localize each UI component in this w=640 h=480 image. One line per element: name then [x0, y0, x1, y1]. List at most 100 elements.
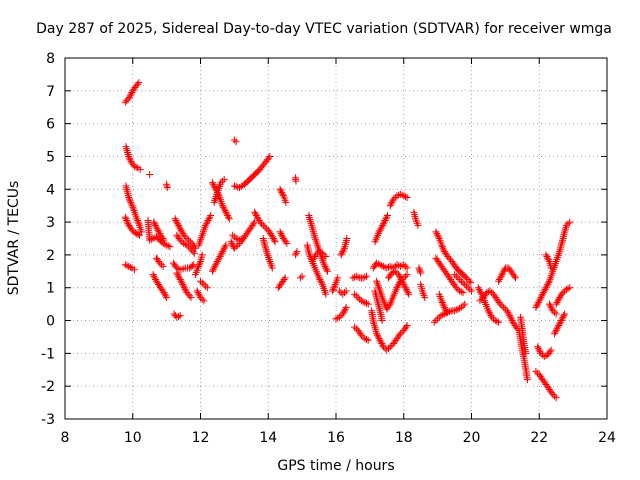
data-point [175, 221, 182, 229]
data-point [322, 253, 330, 260]
data-point [342, 287, 350, 295]
data-point [151, 274, 159, 282]
data-point [175, 274, 183, 282]
data-point [484, 288, 492, 296]
data-point [222, 208, 230, 216]
data-point [398, 277, 406, 285]
data-point [376, 226, 384, 234]
data-point [505, 310, 513, 318]
data-point [278, 189, 286, 197]
data-point [176, 312, 184, 320]
data-point [404, 289, 412, 297]
data-point [292, 177, 300, 185]
data-point [175, 223, 183, 231]
data-point [543, 282, 551, 290]
data-point [464, 276, 472, 283]
data-point [310, 254, 318, 262]
data-point [398, 262, 406, 270]
data-point [147, 235, 155, 243]
data-point [159, 235, 167, 242]
data-point [335, 313, 343, 321]
data-point [401, 284, 409, 292]
data-point [476, 297, 484, 305]
data-point [387, 200, 395, 208]
data-point [334, 274, 342, 282]
data-point [200, 297, 208, 305]
data-point [503, 307, 511, 315]
data-point [465, 277, 473, 285]
data-point [434, 231, 442, 239]
data-point [221, 243, 229, 251]
data-point [335, 287, 343, 295]
data-point [551, 328, 559, 336]
data-point [522, 349, 530, 357]
data-point [129, 203, 137, 211]
data-point [401, 282, 409, 290]
data-point [198, 295, 206, 303]
data-point [486, 310, 494, 318]
data-point [523, 376, 531, 384]
data-point [549, 390, 557, 398]
data-point [363, 272, 370, 280]
data-point [149, 271, 157, 279]
data-point [126, 92, 134, 100]
y-tick-label: 1 [46, 281, 55, 297]
x-tick-label: 22 [530, 430, 548, 446]
data-point [359, 298, 367, 306]
data-point [126, 197, 134, 205]
data-point [166, 243, 174, 251]
data-point [566, 284, 574, 292]
data-point [259, 221, 267, 229]
data-point [401, 272, 409, 280]
data-point [393, 284, 401, 292]
data-point [556, 320, 564, 328]
data-point [163, 241, 171, 249]
data-point [554, 297, 562, 305]
data-point [230, 244, 238, 252]
data-point [125, 194, 133, 201]
y-tick-label: -1 [41, 346, 55, 362]
data-point [378, 262, 386, 270]
data-point [125, 154, 133, 162]
data-point [462, 274, 470, 282]
data-point [181, 233, 189, 241]
y-tick-label: 3 [46, 215, 55, 231]
y-tick-label: 5 [46, 149, 55, 165]
data-point [281, 274, 289, 282]
data-point [512, 274, 519, 282]
data-point [551, 392, 558, 400]
data-point [534, 343, 542, 351]
data-point [439, 244, 447, 252]
data-point [315, 248, 323, 256]
data-point [176, 276, 184, 283]
data-point [223, 210, 231, 218]
data-point [552, 300, 560, 308]
data-point [379, 221, 387, 229]
data-point [416, 267, 424, 275]
data-point [229, 231, 237, 239]
data-point [374, 260, 382, 268]
data-point [188, 262, 196, 270]
data-point [374, 230, 382, 238]
data-point [339, 290, 347, 298]
data-point [466, 285, 474, 293]
data-point [251, 208, 259, 216]
data-point [125, 153, 133, 160]
data-point [154, 226, 162, 234]
data-point [206, 213, 214, 221]
data-point [451, 271, 459, 279]
data-point [122, 215, 130, 223]
data-point [317, 277, 325, 285]
x-tick-label: 20 [463, 430, 481, 446]
data-point [499, 269, 507, 277]
data-point [390, 195, 398, 203]
data-point [132, 163, 140, 171]
data-point [388, 198, 396, 206]
data-point [364, 336, 372, 344]
data-point [400, 280, 408, 288]
data-point [377, 225, 385, 233]
data-point [486, 287, 494, 295]
data-point [250, 220, 258, 228]
data-point [173, 313, 181, 321]
data-point [131, 229, 139, 237]
